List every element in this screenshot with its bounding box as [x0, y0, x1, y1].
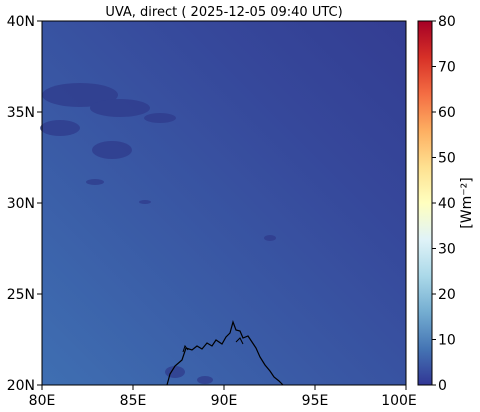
colorbar-tick-label: 60 — [438, 105, 456, 121]
uva-field — [42, 21, 406, 385]
lon-tick-label: 100E — [381, 393, 417, 409]
map-title: UVA, direct ( 2025-12-05 09:40 UTC) — [105, 5, 342, 20]
colorbar-tick-label: 0 — [438, 378, 447, 394]
lat-tick-label: 25N — [7, 287, 35, 303]
colorbar-tick-label: 10 — [438, 333, 456, 349]
lon-tick-label: 90E — [211, 393, 238, 409]
colorbar-tick-label: 50 — [438, 151, 456, 167]
lon-tick-label: 80E — [29, 393, 56, 409]
lon-tick-label: 95E — [302, 393, 329, 409]
colorbar-tick-label: 30 — [438, 242, 456, 258]
latitude-axis: 40N 35N 30N 25N 20N — [7, 14, 42, 394]
longitude-axis: 80E 85E 90E 95E 100E — [29, 385, 417, 409]
lon-tick-label: 85E — [120, 393, 147, 409]
cloud-patches — [40, 83, 276, 384]
lat-tick-label: 20N — [7, 378, 35, 394]
map-panel — [40, 20, 407, 386]
lat-tick-label: 40N — [7, 14, 35, 30]
colorbar-tick-label: 70 — [438, 60, 456, 76]
colorbar-label: [Wm⁻²] — [459, 177, 475, 228]
colorbar-gradient — [417, 20, 433, 386]
colorbar-tick-label: 20 — [438, 287, 456, 303]
lat-tick-label: 30N — [7, 196, 35, 212]
colorbar-tick-label: 40 — [438, 196, 456, 212]
colorbar: 80 70 60 50 40 30 20 10 0 [Wm⁻²] — [417, 14, 475, 394]
coastline — [166, 320, 284, 386]
colorbar-tick-label: 80 — [438, 14, 456, 30]
lat-tick-label: 35N — [7, 105, 35, 121]
